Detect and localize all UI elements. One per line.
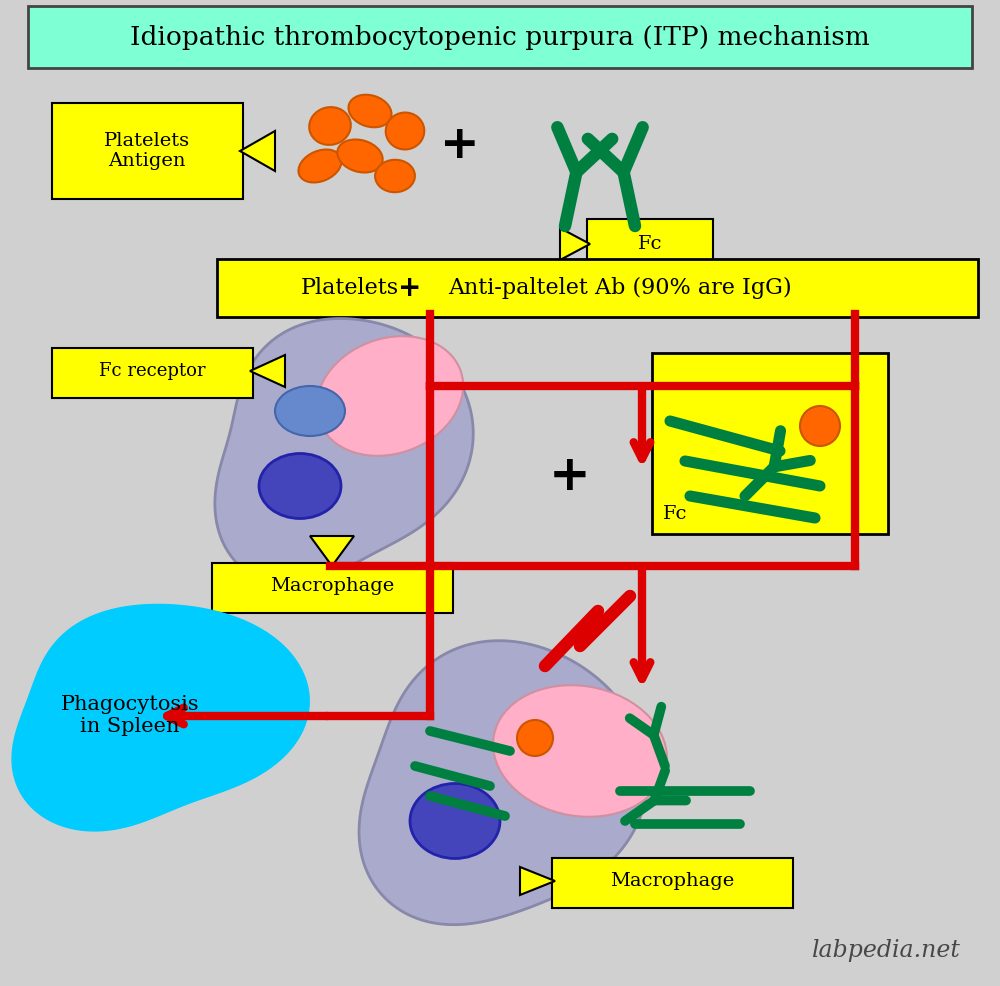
Text: Macrophage: Macrophage [270,577,394,595]
FancyBboxPatch shape [212,563,453,613]
Ellipse shape [410,784,500,859]
Ellipse shape [298,150,342,182]
FancyBboxPatch shape [52,103,243,199]
Text: Anti-paltelet Ab (90% are IgG): Anti-paltelet Ab (90% are IgG) [448,277,792,299]
Ellipse shape [259,454,341,519]
Polygon shape [520,867,555,895]
FancyBboxPatch shape [652,353,888,534]
Text: Idiopathic thrombocytopenic purpura (ITP) mechanism: Idiopathic thrombocytopenic purpura (ITP… [130,25,870,49]
Ellipse shape [375,160,415,192]
Polygon shape [250,355,285,387]
FancyBboxPatch shape [587,219,713,269]
Ellipse shape [275,386,345,436]
Circle shape [800,406,840,446]
FancyBboxPatch shape [552,858,793,908]
FancyBboxPatch shape [217,259,978,317]
Text: Fc receptor: Fc receptor [99,362,205,380]
Polygon shape [12,604,309,831]
Polygon shape [560,228,590,260]
Ellipse shape [386,112,424,150]
Ellipse shape [309,107,351,145]
Text: +: + [549,452,591,500]
Ellipse shape [348,95,392,127]
Text: +: + [398,274,422,302]
FancyBboxPatch shape [28,6,972,68]
Text: Phagocytosis
in Spleen: Phagocytosis in Spleen [61,695,199,737]
Circle shape [517,720,553,756]
Text: Platelets: Platelets [301,277,399,299]
Text: Fc: Fc [663,505,687,523]
Ellipse shape [337,139,383,173]
Polygon shape [310,536,354,566]
Polygon shape [359,641,647,925]
Polygon shape [215,318,473,585]
Ellipse shape [493,685,667,816]
Text: +: + [440,123,480,169]
Text: Macrophage: Macrophage [610,872,734,890]
Text: labpedia.net: labpedia.net [811,940,960,962]
Polygon shape [240,131,275,171]
Text: Platelets
Antigen: Platelets Antigen [104,131,190,171]
Text: Fc: Fc [638,235,662,253]
FancyBboxPatch shape [52,348,253,398]
Ellipse shape [317,336,463,456]
